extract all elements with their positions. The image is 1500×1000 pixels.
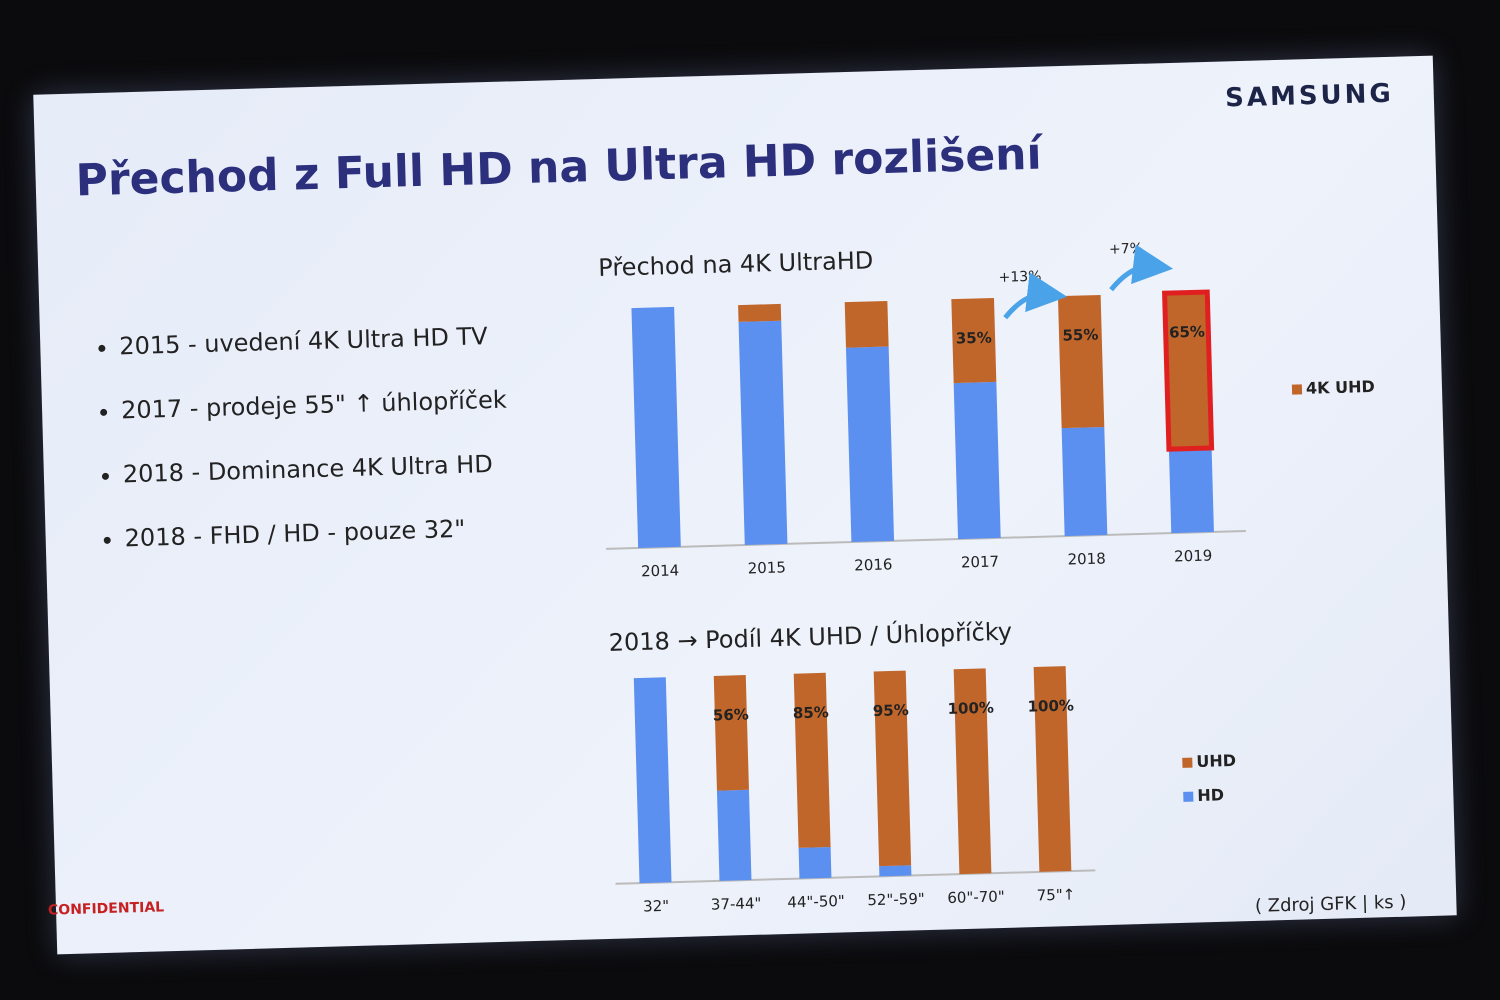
bar-segment xyxy=(951,297,997,384)
x-tick-label: 52"-59" xyxy=(867,890,925,910)
value-label: 65% xyxy=(1169,323,1205,342)
axis-line xyxy=(615,869,1096,885)
bar-segment xyxy=(1033,666,1072,872)
bar-segment xyxy=(713,675,749,791)
annotation: +13% xyxy=(998,269,1041,286)
bar-segment xyxy=(953,668,992,875)
x-tick-label: 60"-70" xyxy=(947,887,1005,907)
bar-segment xyxy=(844,300,889,348)
bar-segment xyxy=(1162,289,1215,452)
bar-segment xyxy=(738,303,782,322)
x-tick-label: 2014 xyxy=(641,561,680,580)
legend-label: UHD xyxy=(1196,751,1236,771)
x-tick-label: 32" xyxy=(643,897,669,916)
annotation-arrow xyxy=(1003,272,1068,320)
x-tick-label: 2018 xyxy=(1067,549,1106,568)
legend-label: HD xyxy=(1197,785,1224,805)
x-tick-label: 2019 xyxy=(1174,546,1213,565)
x-tick-label: 37-44" xyxy=(711,894,762,913)
legend-swatch xyxy=(1182,757,1193,768)
bar-segment xyxy=(873,670,912,867)
charts: Přechod na 4K UltraHD 2014 2015 2016 2017 35%… xyxy=(598,241,1375,916)
x-tick-label: 44"-50" xyxy=(787,892,845,912)
bar-segment xyxy=(953,381,1001,540)
bar-segment xyxy=(738,320,788,546)
annotation: +7% xyxy=(1109,241,1143,258)
bar-segment xyxy=(1061,426,1108,537)
slide: Přechod z Full HD na Ultra HD rozlišení … xyxy=(33,55,1457,955)
annotation-arrow xyxy=(1109,244,1174,292)
chart-title: Přechod na 4K UltraHD xyxy=(598,246,874,282)
value-label: 85% xyxy=(793,703,829,722)
legend-swatch xyxy=(1291,384,1303,395)
chart-title: 2018 → Podíl 4K UHD / Úhlopříčky xyxy=(608,616,1012,657)
value-label: 100% xyxy=(947,699,994,718)
x-tick-label: 75"↑ xyxy=(1036,885,1075,904)
bar-segment xyxy=(631,306,681,548)
value-label: 55% xyxy=(1062,326,1098,345)
axis-line xyxy=(606,530,1246,550)
bar-segment xyxy=(793,672,831,848)
value-label: 100% xyxy=(1027,696,1074,715)
bar-segment xyxy=(879,865,912,877)
legend-swatch xyxy=(1183,791,1194,802)
bar-segment xyxy=(1168,447,1214,534)
value-label: 95% xyxy=(873,701,909,720)
legend-label: 4K UHD xyxy=(1306,377,1375,398)
bar-segment xyxy=(633,677,672,884)
x-tick-label: 2017 xyxy=(961,552,1000,571)
bar-segment xyxy=(798,846,832,879)
x-tick-label: 2015 xyxy=(747,558,786,577)
x-tick-label: 2016 xyxy=(854,555,893,574)
value-label: 35% xyxy=(956,329,992,348)
bar-segment xyxy=(845,346,895,543)
bar-segment xyxy=(1057,294,1105,429)
value-label: 56% xyxy=(713,705,749,724)
bar-segment xyxy=(716,789,752,881)
